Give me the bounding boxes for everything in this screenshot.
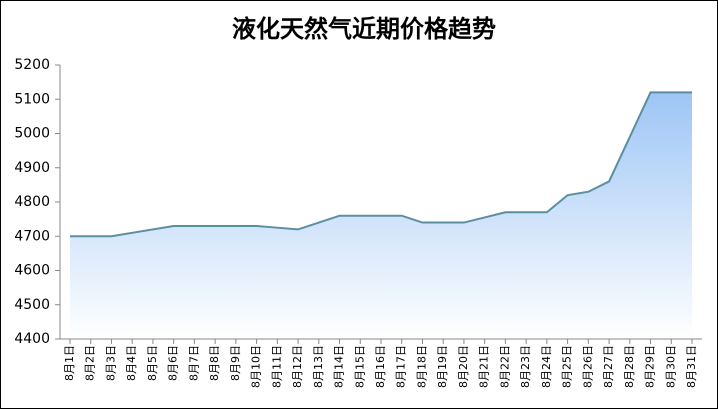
x-tick-label: 8月3日 [104,345,117,381]
x-tick-label: 8月14日 [333,345,346,388]
x-tick-label: 8月11日 [270,345,283,388]
x-tick-label: 8月17日 [395,345,408,388]
x-tick-label: 8月30日 [664,345,677,388]
x-tick-label: 8月6日 [167,345,180,381]
x-tick-label: 8月20日 [457,345,470,388]
x-tick-label: 8月1日 [63,345,76,381]
y-tick-label: 4500 [14,297,50,313]
x-tick-label: 8月2日 [84,345,97,381]
y-tick-label: 5100 [14,91,50,107]
x-tick-label: 8月7日 [187,345,200,381]
x-tick-label: 8月5日 [146,345,159,381]
x-tick-label: 8月27日 [602,345,615,388]
x-tick-label: 8月31日 [685,345,698,388]
x-tick-label: 8月29日 [644,345,657,388]
x-tick-label: 8月12日 [291,345,304,388]
x-tick-label: 8月4日 [125,345,138,381]
x-tick-label: 8月18日 [415,345,428,388]
x-tick-label: 8月16日 [374,345,387,388]
x-tick-label: 8月19日 [436,345,449,388]
x-tick-label: 8月22日 [498,345,511,388]
line [70,91,692,238]
x-tick-label: 8月8日 [208,345,221,381]
x-tick-label: 8月23日 [519,345,532,388]
y-tick-label: 4400 [14,331,50,347]
x-tick-label: 8月24日 [540,345,553,388]
y-tick-label: 5200 [14,57,50,73]
x-tick-label: 8月28日 [623,345,636,388]
y-tick-label: 4900 [14,160,50,176]
y-tick-label: 4800 [14,194,50,210]
x-tick-label: 8月9日 [229,345,242,381]
y-tick-label: 5000 [14,126,50,142]
chart-title: 液化天然气近期价格趋势 [232,15,496,43]
x-tick-label: 8月10日 [250,345,263,388]
x-tick-label: 8月15日 [353,345,366,388]
x-tick-label: 8月26日 [581,345,594,388]
y-tick-label: 4600 [14,263,50,279]
x-tick-label: 8月25日 [561,345,574,388]
x-tick-label: 8月21日 [478,345,491,388]
y-tick-label: 4700 [14,228,50,244]
x-tick-label: 8月13日 [312,345,325,388]
